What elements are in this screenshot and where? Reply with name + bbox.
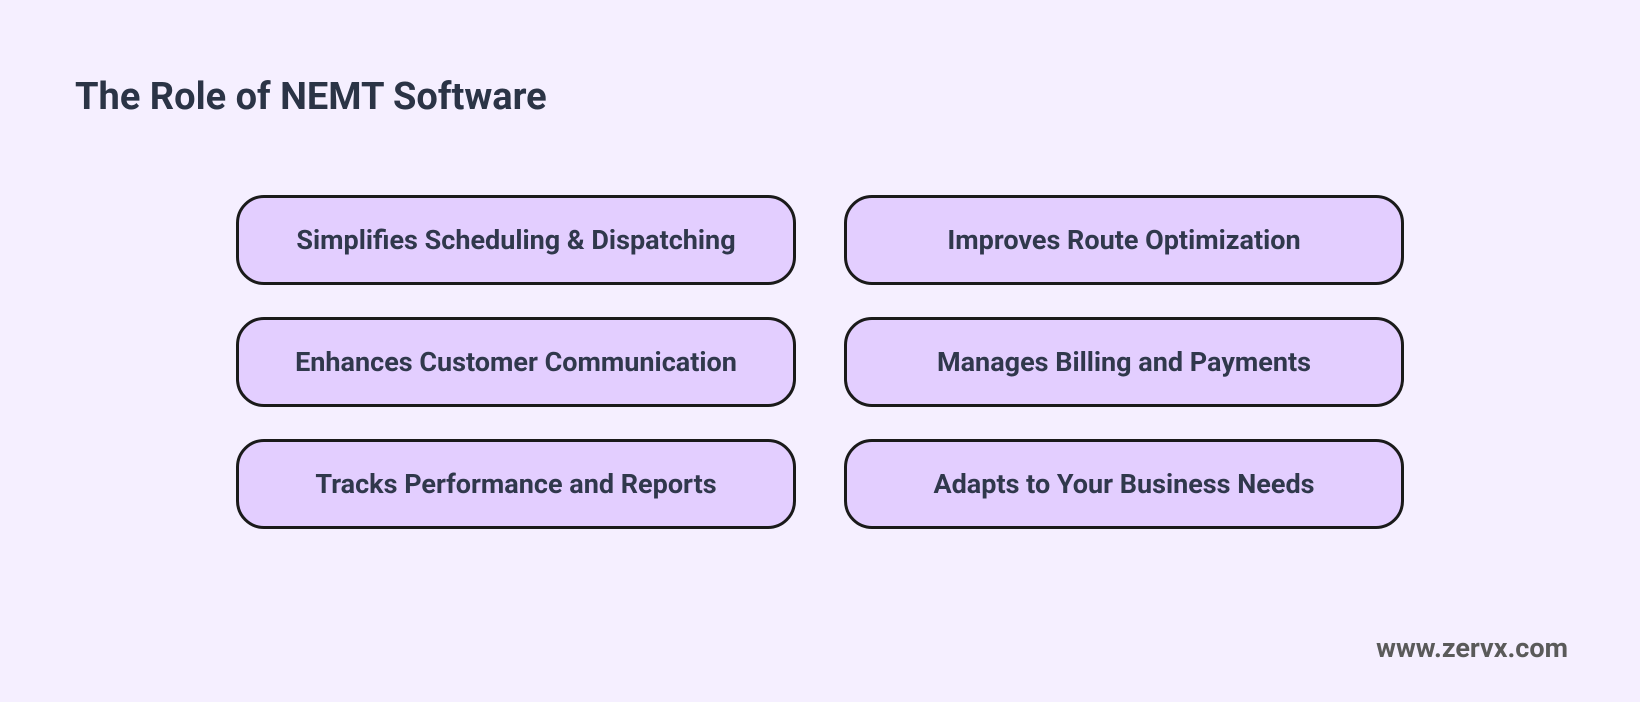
feature-card: Improves Route Optimization: [844, 195, 1404, 285]
feature-card: Adapts to Your Business Needs: [844, 439, 1404, 529]
feature-card-label: Tracks Performance and Reports: [315, 468, 716, 500]
cards-grid: Simplifies Scheduling & Dispatching Impr…: [236, 195, 1404, 529]
feature-card: Tracks Performance and Reports: [236, 439, 796, 529]
feature-card: Manages Billing and Payments: [844, 317, 1404, 407]
footer-link: www.zervx.com: [1376, 632, 1568, 664]
page-title: The Role of NEMT Software: [75, 75, 547, 119]
feature-card-label: Improves Route Optimization: [947, 224, 1300, 256]
feature-card: Enhances Customer Communication: [236, 317, 796, 407]
feature-card-label: Manages Billing and Payments: [937, 346, 1311, 378]
feature-card-label: Simplifies Scheduling & Dispatching: [296, 224, 735, 256]
feature-card-label: Enhances Customer Communication: [295, 346, 737, 378]
feature-card-label: Adapts to Your Business Needs: [933, 468, 1314, 500]
feature-card: Simplifies Scheduling & Dispatching: [236, 195, 796, 285]
